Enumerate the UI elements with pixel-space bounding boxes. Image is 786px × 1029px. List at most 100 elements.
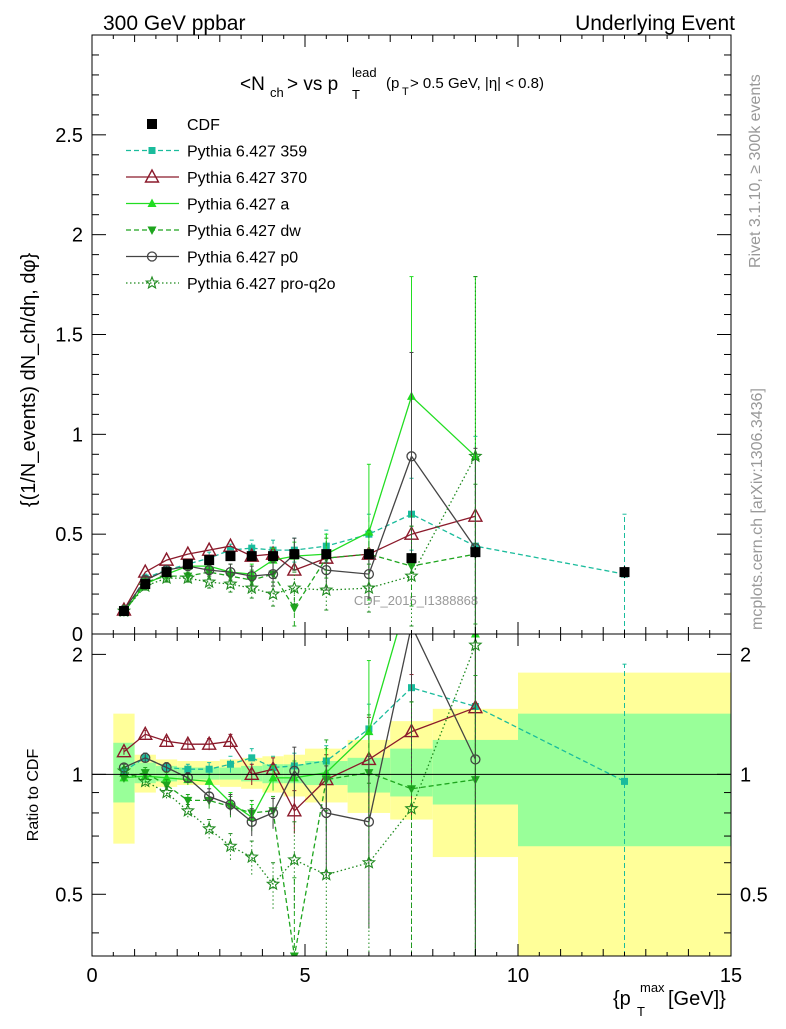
ratio-y-tick-label-left: 1 xyxy=(72,764,83,786)
main-point-pq2o xyxy=(202,574,217,589)
ratio-point-pdw xyxy=(289,952,299,956)
legend-label-p359: Pythia 6.427 359 xyxy=(187,144,307,161)
ratio-point-p370 xyxy=(137,725,153,741)
legend-marker-pdw xyxy=(147,226,157,235)
ratio-point-pp0 xyxy=(161,762,172,773)
ratio-point-pp0 xyxy=(118,762,130,773)
title-part-3: (p xyxy=(386,75,399,92)
main-point-CDF xyxy=(289,549,300,560)
ratio-line-pq2o xyxy=(123,644,477,886)
ratio-point-p359 xyxy=(184,765,192,773)
title-sub-t: T xyxy=(352,87,360,102)
ratio-point-p370 xyxy=(158,732,175,748)
xlabel: {p max T [GeV]} xyxy=(613,980,726,1019)
main-point-pq2o xyxy=(287,580,302,595)
main-point-pa xyxy=(364,527,374,536)
ratio-ylabel: Ratio to CDF xyxy=(25,749,42,842)
ratio-point-p370 xyxy=(244,765,260,781)
ratio-point-pp0 xyxy=(225,799,236,810)
legend-label-p370: Pythia 6.427 370 xyxy=(187,170,307,187)
main-point-CDF xyxy=(161,567,172,578)
x-tick-label: 15 xyxy=(720,965,742,987)
title-part-2: > vs p xyxy=(287,74,338,95)
main-y-tick-label: 1.5 xyxy=(55,325,83,347)
main-point-CDF xyxy=(321,549,332,560)
ratio-point-pq2o xyxy=(404,801,419,815)
header-right: Underlying Event xyxy=(575,12,735,35)
legend-label-pdw: Pythia 6.427 dw xyxy=(187,223,301,240)
main-point-pdw xyxy=(289,604,299,614)
main-point-pq2o xyxy=(180,570,195,585)
x-tick-label: 0 xyxy=(86,965,97,987)
axes-layer: 0 5 10 15 0.5 1 1.5 2 2.5 0 0.5 0.5 1 1 2 2 xyxy=(55,34,768,987)
series-layer xyxy=(116,276,630,956)
ratio-point-p359 xyxy=(621,777,628,785)
main-y-tick-label-zero: 0 xyxy=(72,624,83,646)
main-point-pp0 xyxy=(267,568,279,580)
main-series-CDF xyxy=(118,546,630,617)
legend-label-pq2o: Pythia 6.427 pro-q2o xyxy=(187,276,336,293)
main-point-CDF xyxy=(204,555,215,566)
legend-entry-pp0: Pythia 6.427 p0 xyxy=(126,250,298,267)
main-point-CDF xyxy=(225,551,236,562)
main-point-CDF xyxy=(619,567,630,578)
ratio-point-p359 xyxy=(226,760,234,768)
legend-label-CDF: CDF xyxy=(187,117,220,134)
main-line-pa xyxy=(123,395,476,613)
ratio-point-p370 xyxy=(180,735,196,750)
main-point-pq2o xyxy=(468,448,483,463)
ratio-point-pa xyxy=(204,776,214,785)
main-point-CDF xyxy=(470,547,481,558)
main-title: <N ch > vs p lead T (p T > 0.5 GeV, |η| … xyxy=(240,65,544,102)
ratio-point-pq2o xyxy=(244,849,259,864)
xlabel-part-1: {p xyxy=(613,988,631,1010)
main-point-CDF xyxy=(182,559,193,570)
main-point-pq2o xyxy=(265,586,281,601)
ratio-point-pdw xyxy=(407,785,416,794)
title-part-4: > 0.5 GeV, |η| < 0.8) xyxy=(410,75,544,92)
legend-label-pp0: Pythia 6.427 p0 xyxy=(187,250,298,267)
main-point-CDF xyxy=(363,549,374,560)
legend-marker-CDF xyxy=(147,119,157,129)
main-y-tick-label: 0.5 xyxy=(55,524,83,546)
main-y-tick-label: 2 xyxy=(72,225,83,247)
ratio-point-pdw xyxy=(119,774,129,783)
ratio-series-pq2o xyxy=(116,634,483,956)
main-point-pq2o xyxy=(244,580,259,595)
main-y-tick-label: 1 xyxy=(72,424,83,446)
ratio-point-pq2o xyxy=(468,637,483,652)
ratio-point-pq2o xyxy=(265,876,281,891)
legend: CDF Pythia 6.427 359 Pythia 6.427 370 Pythi… xyxy=(126,117,336,293)
legend-marker-pp0 xyxy=(146,251,158,262)
side-rivet-text: Rivet 3.1.10, ≥ 300k events xyxy=(747,74,764,268)
ratio-point-p370 xyxy=(286,802,303,817)
main-point-CDF xyxy=(406,553,417,564)
legend-marker-pq2o xyxy=(144,275,160,290)
legend-entry-pdw: Pythia 6.427 dw xyxy=(126,223,301,240)
xlabel-sub: T xyxy=(637,1004,645,1019)
ratio-y-tick-label-left: 2 xyxy=(72,644,83,666)
ratio-bands xyxy=(113,672,731,956)
main-y-tick-label: 2.5 xyxy=(55,125,83,147)
ratio-point-pp0 xyxy=(363,816,375,827)
ratio-point-p370 xyxy=(201,735,217,750)
ratio-point-pp0 xyxy=(182,772,194,783)
main-point-CDF xyxy=(246,551,257,562)
ratio-point-pq2o xyxy=(361,855,377,869)
ratio-point-p359 xyxy=(205,765,213,773)
legend-entry-p370: Pythia 6.427 370 xyxy=(126,168,307,187)
main-point-pq2o xyxy=(361,580,377,595)
ratio-point-pq2o xyxy=(223,838,238,853)
x-tick-label: 5 xyxy=(299,965,310,987)
ratio-point-pa xyxy=(268,772,278,782)
ratio-point-pp0 xyxy=(289,765,300,777)
title-part-1: <N xyxy=(240,74,265,95)
side-mcplots-text: mcplots.cern.ch [arXiv:1306.3436] xyxy=(749,388,766,630)
title-sup-lead: lead xyxy=(352,65,377,80)
legend-marker-p370 xyxy=(144,168,160,183)
ratio-y-tick-label-right: 1 xyxy=(740,764,751,786)
main-point-pdw xyxy=(407,562,416,572)
legend-label-pa: Pythia 6.427 a xyxy=(187,197,289,214)
